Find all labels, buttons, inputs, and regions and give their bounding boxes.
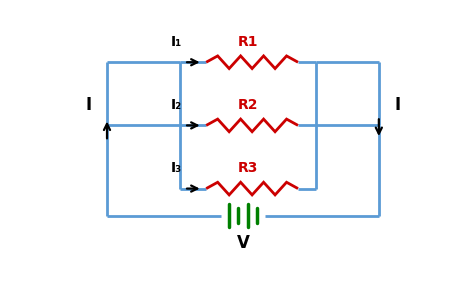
- Text: I₂: I₂: [171, 98, 182, 112]
- Text: I₃: I₃: [171, 161, 182, 175]
- Text: I₁: I₁: [171, 35, 182, 49]
- Text: R1: R1: [238, 35, 259, 49]
- Text: I: I: [394, 96, 400, 114]
- Text: I: I: [86, 96, 91, 114]
- Text: R3: R3: [238, 161, 259, 175]
- Text: V: V: [237, 234, 249, 252]
- Text: R2: R2: [238, 98, 259, 112]
